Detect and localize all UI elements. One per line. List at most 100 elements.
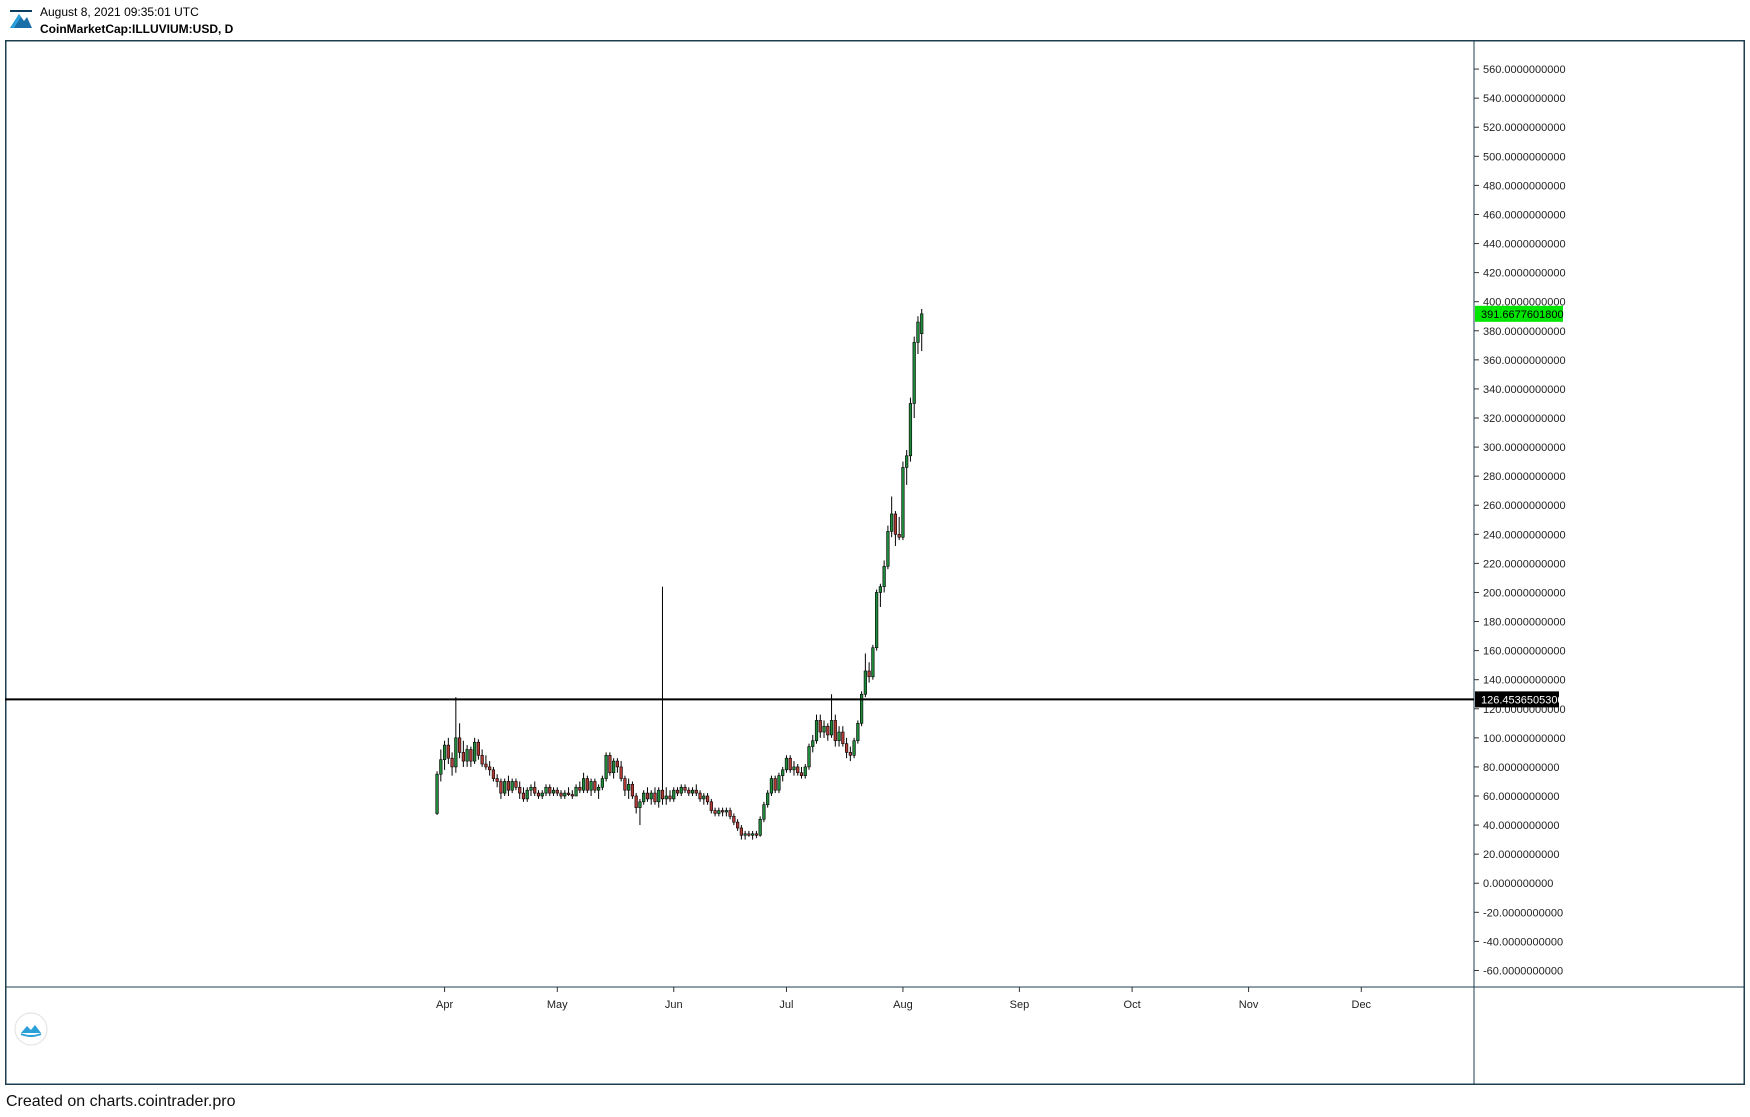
candle[interactable] — [510, 778, 514, 794]
candle[interactable] — [882, 560, 886, 593]
candle[interactable] — [773, 775, 777, 794]
candle[interactable] — [747, 830, 751, 837]
candle[interactable] — [649, 790, 653, 805]
candle[interactable] — [758, 816, 762, 837]
candle[interactable] — [619, 761, 623, 782]
candle[interactable] — [822, 720, 826, 738]
candle[interactable] — [690, 787, 695, 796]
candle[interactable] — [615, 758, 619, 773]
candle[interactable] — [837, 726, 841, 747]
candle[interactable] — [796, 764, 800, 776]
candle[interactable] — [608, 752, 612, 776]
candle[interactable] — [897, 516, 901, 541]
candle[interactable] — [705, 793, 710, 805]
candle[interactable] — [578, 781, 582, 794]
candle[interactable] — [634, 793, 638, 814]
candle[interactable] — [627, 778, 631, 799]
candle[interactable] — [668, 790, 672, 802]
candle[interactable] — [871, 644, 875, 680]
candle[interactable] — [788, 755, 792, 773]
candle[interactable] — [476, 739, 480, 760]
candle[interactable] — [905, 449, 909, 485]
candle[interactable] — [826, 723, 830, 741]
candle[interactable] — [732, 813, 736, 826]
candle[interactable] — [563, 790, 567, 799]
candle[interactable] — [491, 766, 496, 782]
candle[interactable] — [848, 746, 852, 762]
candle[interactable] — [754, 830, 759, 839]
candlestick-chart[interactable]: 560.0000000000 540.0000000000 520.00000000… — [5, 40, 1745, 1085]
candle[interactable] — [439, 749, 443, 782]
candle[interactable] — [458, 723, 462, 759]
candle[interactable] — [612, 758, 616, 779]
candle[interactable] — [863, 653, 867, 698]
candle[interactable] — [743, 830, 747, 840]
candle[interactable] — [724, 807, 728, 817]
candle[interactable] — [555, 787, 559, 796]
candle[interactable] — [525, 787, 529, 802]
candle[interactable] — [739, 825, 743, 840]
candle[interactable] — [593, 778, 597, 794]
candle[interactable] — [645, 787, 650, 802]
candle[interactable] — [465, 745, 469, 767]
candle[interactable] — [856, 720, 860, 744]
candle[interactable] — [814, 714, 819, 744]
candle[interactable] — [446, 737, 450, 765]
candle[interactable] — [484, 755, 488, 770]
candle[interactable] — [533, 781, 537, 796]
candle[interactable] — [450, 752, 454, 776]
candle[interactable] — [551, 787, 556, 796]
candle[interactable] — [766, 790, 770, 808]
candle[interactable] — [506, 775, 511, 796]
candle[interactable] — [548, 784, 552, 796]
candle[interactable] — [435, 771, 439, 815]
candle[interactable] — [694, 784, 698, 796]
candle[interactable] — [454, 697, 458, 773]
candle[interactable] — [488, 761, 492, 776]
candle[interactable] — [890, 496, 894, 538]
candle[interactable] — [844, 737, 849, 759]
candle[interactable] — [736, 819, 740, 831]
candle[interactable] — [886, 525, 890, 570]
candle[interactable] — [777, 772, 781, 794]
candle[interactable] — [581, 772, 586, 794]
candle[interactable] — [713, 807, 717, 817]
candle[interactable] — [638, 798, 642, 826]
candle[interactable] — [469, 746, 473, 767]
candle[interactable] — [559, 790, 563, 799]
candle[interactable] — [852, 737, 856, 759]
candle[interactable] — [818, 714, 822, 738]
candle[interactable] — [709, 798, 713, 814]
candle[interactable] — [642, 790, 646, 805]
candle[interactable] — [702, 793, 706, 805]
candle[interactable] — [675, 787, 680, 796]
candle[interactable] — [585, 775, 589, 794]
candle[interactable] — [503, 778, 507, 796]
chart-area[interactable]: 560.0000000000 540.0000000000 520.00000000… — [5, 40, 1745, 1085]
candle[interactable] — [720, 807, 725, 817]
candle[interactable] — [672, 787, 676, 802]
candle[interactable] — [630, 781, 635, 799]
candle[interactable] — [589, 778, 593, 796]
candle[interactable] — [473, 737, 477, 765]
candle[interactable] — [807, 743, 811, 770]
candle[interactable] — [916, 316, 920, 355]
candle[interactable] — [762, 801, 766, 823]
candle[interactable] — [540, 790, 544, 799]
candle[interactable] — [860, 691, 864, 727]
candle[interactable] — [623, 775, 627, 796]
candle[interactable] — [875, 589, 879, 651]
candle[interactable] — [878, 583, 882, 607]
candle[interactable] — [781, 766, 785, 782]
candle[interactable] — [920, 308, 924, 352]
candle[interactable] — [514, 778, 518, 791]
candle[interactable] — [912, 336, 916, 418]
candle[interactable] — [442, 740, 447, 770]
candle[interactable] — [811, 734, 815, 753]
candle[interactable] — [574, 784, 578, 797]
candle[interactable] — [803, 764, 807, 779]
candle[interactable] — [841, 726, 845, 747]
candle[interactable] — [461, 740, 465, 767]
candle[interactable] — [792, 761, 796, 776]
candle[interactable] — [495, 774, 499, 788]
